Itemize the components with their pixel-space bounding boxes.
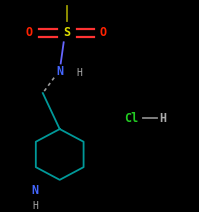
Text: O: O bbox=[100, 26, 107, 39]
Text: N: N bbox=[31, 184, 38, 197]
Text: H: H bbox=[160, 112, 167, 125]
Text: H: H bbox=[32, 201, 38, 211]
Text: Cl: Cl bbox=[124, 112, 139, 125]
Text: H: H bbox=[77, 68, 83, 78]
Text: O: O bbox=[25, 26, 32, 39]
Text: S: S bbox=[63, 26, 70, 39]
Text: N: N bbox=[56, 66, 63, 78]
